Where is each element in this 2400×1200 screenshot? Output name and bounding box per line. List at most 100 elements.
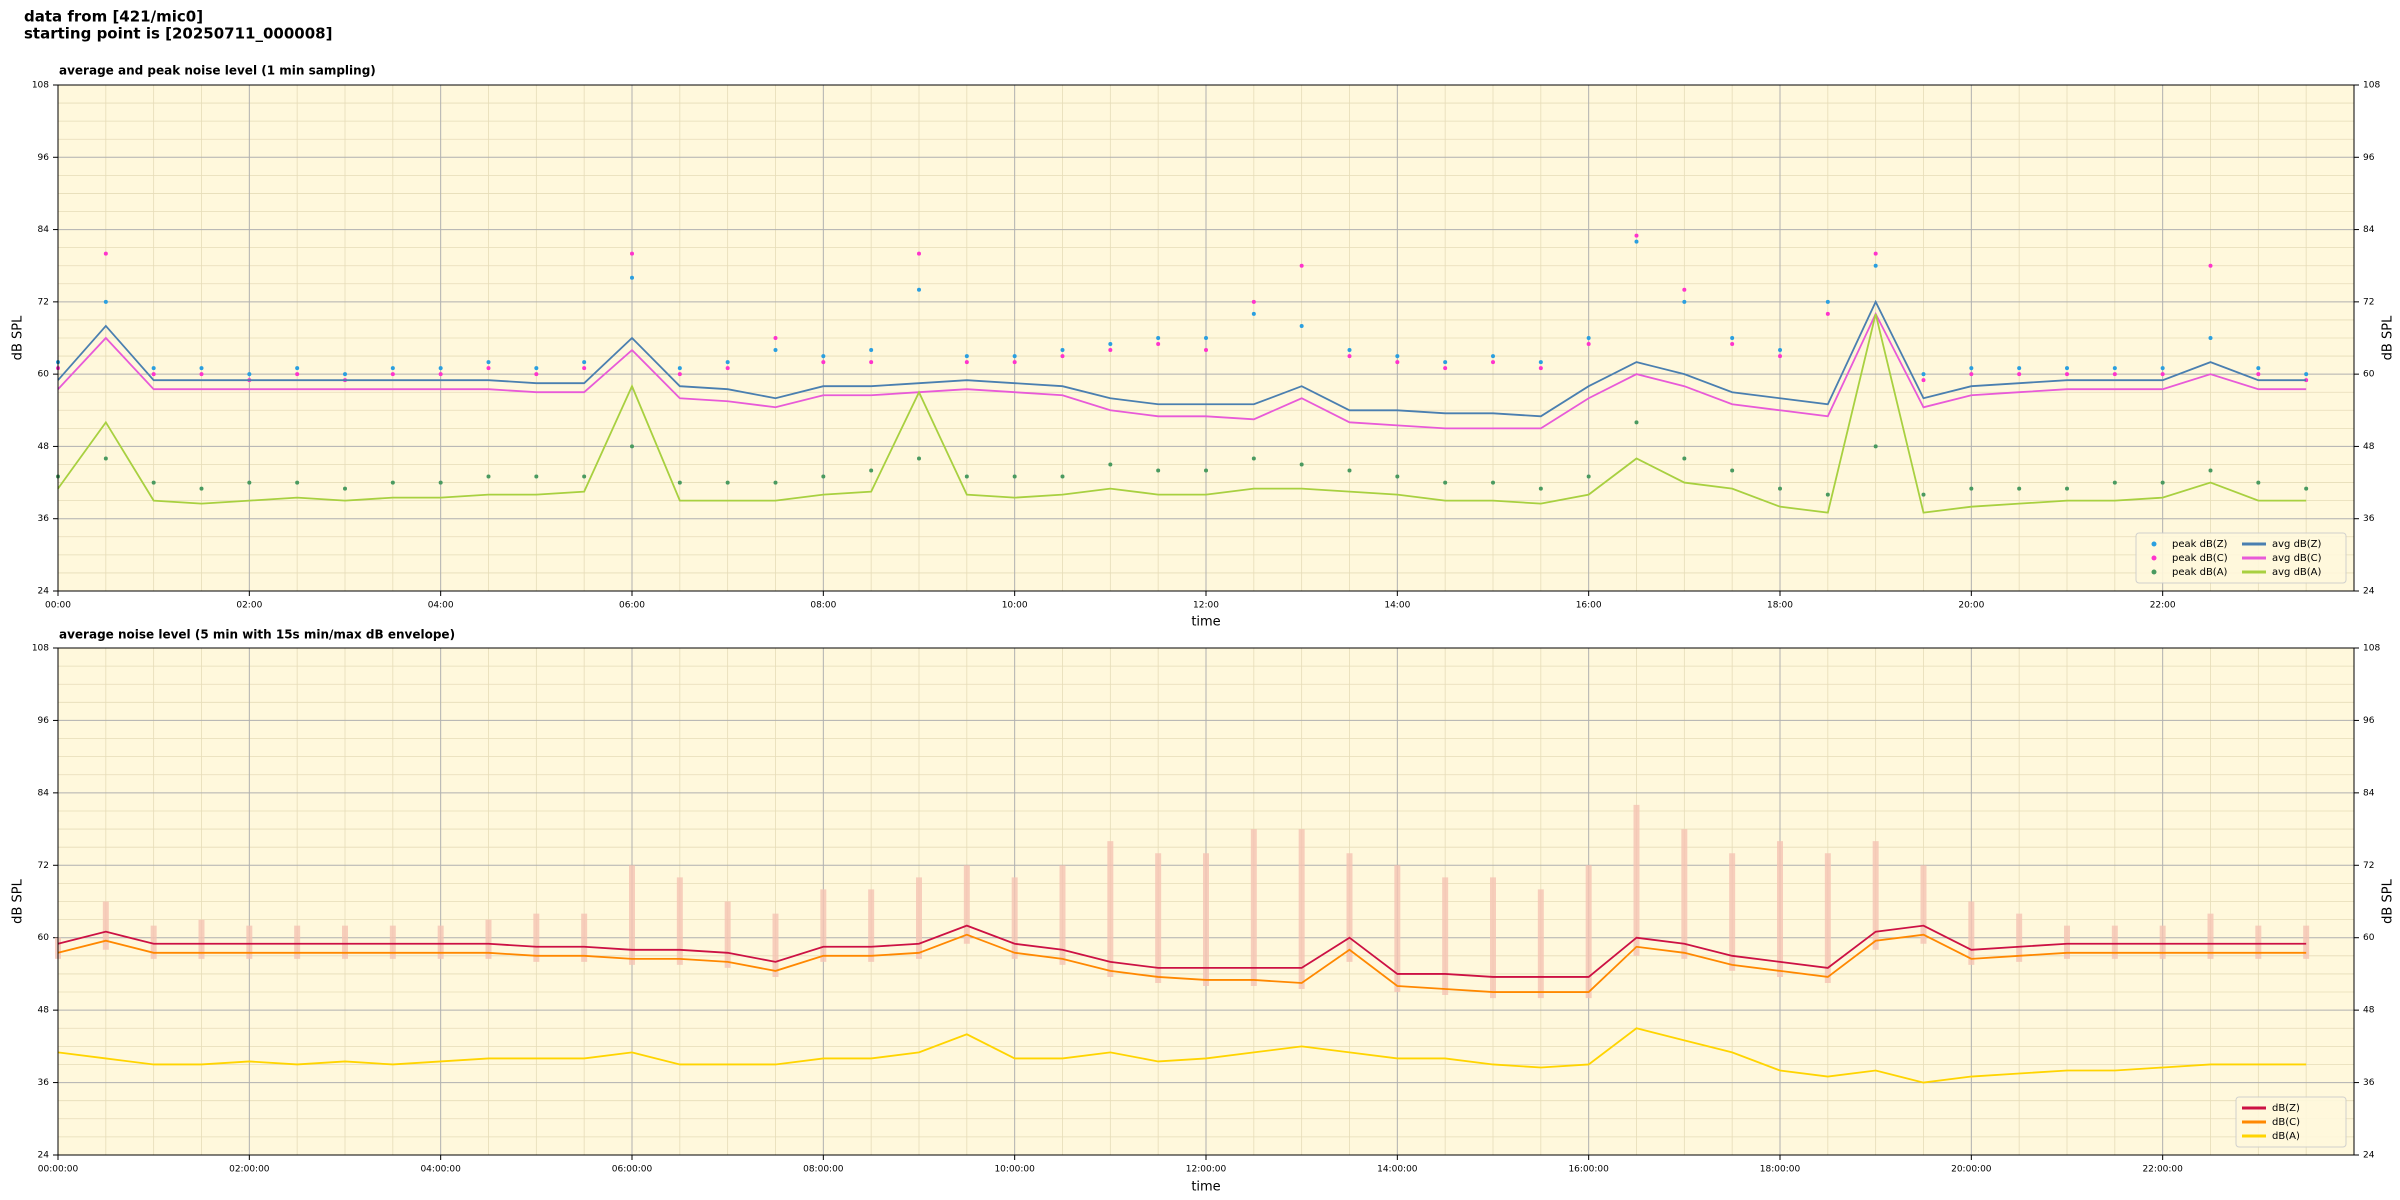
- header-line: starting point is [20250711_000008]: [24, 25, 332, 43]
- legend-marker: [2151, 569, 2157, 575]
- peak-point: [773, 348, 778, 353]
- peak-point: [964, 474, 969, 479]
- legend-label: dB(Z): [2272, 1103, 2300, 1114]
- y-tick-label: 48: [2363, 1006, 2375, 1016]
- peak-point: [1491, 354, 1495, 359]
- y-axis-label: dB SPL: [11, 878, 26, 923]
- peak-point: [1730, 336, 1735, 340]
- x-tick-label: 00:00: [45, 601, 71, 611]
- peak-point: [486, 360, 491, 365]
- y-tick-label: 84: [38, 225, 50, 235]
- y-tick-label: 60: [38, 370, 50, 380]
- peak-point: [486, 474, 491, 479]
- peak-point: [438, 480, 443, 485]
- peak-point: [1204, 468, 1208, 473]
- peak-point: [1586, 342, 1591, 347]
- legend-box: [2135, 532, 2347, 584]
- peak-point: [917, 287, 921, 292]
- peak-point: [677, 366, 682, 371]
- peak-point: [199, 486, 204, 491]
- peak-point: [821, 360, 826, 365]
- peak-point: [1347, 468, 1352, 473]
- peak-point: [2160, 366, 2165, 371]
- y-tick-label: 24: [2363, 1151, 2375, 1161]
- peak-point: [1251, 456, 1256, 461]
- y-axis-label: dB SPL: [11, 315, 26, 360]
- x-tick-label: 18:00: [1767, 601, 1793, 611]
- peak-point: [151, 366, 156, 371]
- peak-point: [247, 480, 252, 485]
- peak-point: [1443, 366, 1448, 371]
- y-tick-label: 24: [2363, 587, 2375, 597]
- peak-point: [534, 372, 539, 377]
- series-line: [57, 311, 2307, 430]
- peak-point: [1347, 354, 1352, 359]
- peak-point: [1969, 486, 1974, 491]
- peak-point: [1778, 354, 1782, 359]
- peak-point: [630, 444, 634, 449]
- x-tick-label: 10:00:00: [994, 1165, 1035, 1175]
- peak-point: [390, 480, 395, 485]
- peak-point: [1060, 474, 1065, 479]
- peak-point: [247, 372, 252, 377]
- y-tick-label: 36: [2363, 1078, 2375, 1088]
- peak-point: [917, 456, 921, 461]
- y-tick-label: 36: [38, 514, 50, 524]
- y-tick-label: 36: [38, 1078, 50, 1088]
- x-axis-label: time: [1191, 615, 1220, 630]
- peak-point: [1395, 360, 1400, 365]
- peak-point: [343, 486, 347, 491]
- peak-point: [1825, 299, 1830, 304]
- peak-point: [1347, 348, 1352, 353]
- legend-label: avg dB(A): [2272, 567, 2322, 578]
- peak-point: [1443, 480, 1448, 485]
- peak-point: [2112, 366, 2117, 371]
- y-tick-label: 48: [2363, 442, 2375, 452]
- series-line: [57, 313, 2307, 514]
- peak-point: [1443, 360, 1448, 365]
- y-tick-label: 84: [38, 788, 50, 798]
- peak-point: [1251, 299, 1256, 304]
- peak-point: [725, 480, 730, 485]
- y-tick-label: 96: [38, 716, 50, 726]
- peak-point: [725, 360, 730, 365]
- peak-point: [2256, 366, 2261, 371]
- peak-point: [1156, 336, 1161, 340]
- peak-point: [1730, 468, 1735, 473]
- x-tick-label: 06:00: [619, 601, 645, 611]
- peak-point: [1012, 360, 1017, 365]
- peak-point: [199, 372, 204, 377]
- peak-point: [534, 366, 539, 371]
- peak-point: [2304, 486, 2309, 491]
- series-line: [57, 933, 2307, 993]
- series-line: [57, 924, 2307, 978]
- y-tick-label: 96: [38, 153, 50, 163]
- legend-label: avg dB(Z): [2272, 539, 2322, 550]
- peak-point: [1873, 444, 1878, 449]
- y-tick-label: 48: [38, 442, 50, 452]
- peak-point: [1634, 233, 1639, 238]
- peak-point: [1586, 474, 1591, 479]
- peak-point: [2304, 372, 2309, 377]
- peak-point: [534, 474, 539, 479]
- y-tick-label: 108: [32, 644, 49, 654]
- x-tick-label: 14:00:00: [1377, 1165, 1418, 1175]
- y-tick-label: 48: [38, 1006, 50, 1016]
- y-tick-label: 72: [2363, 297, 2374, 307]
- peak-point: [1921, 372, 1926, 377]
- legend-label: peak dB(A): [2172, 567, 2228, 578]
- peak-point: [1491, 360, 1495, 365]
- chart: average noise level (5 min with 15s min/…: [11, 628, 2396, 1195]
- y-tick-label: 36: [2363, 514, 2375, 524]
- peak-point: [486, 366, 491, 371]
- peak-point: [1921, 492, 1926, 497]
- peak-point: [1634, 420, 1639, 425]
- chart: average and peak noise level (1 min samp…: [11, 64, 2396, 630]
- peak-point: [1012, 354, 1017, 359]
- legend-label: dB(C): [2272, 1117, 2300, 1128]
- peak-point: [295, 372, 300, 377]
- peak-point: [2208, 263, 2213, 268]
- peak-point: [1491, 480, 1495, 485]
- peak-point: [1873, 251, 1878, 256]
- peak-point: [917, 251, 921, 256]
